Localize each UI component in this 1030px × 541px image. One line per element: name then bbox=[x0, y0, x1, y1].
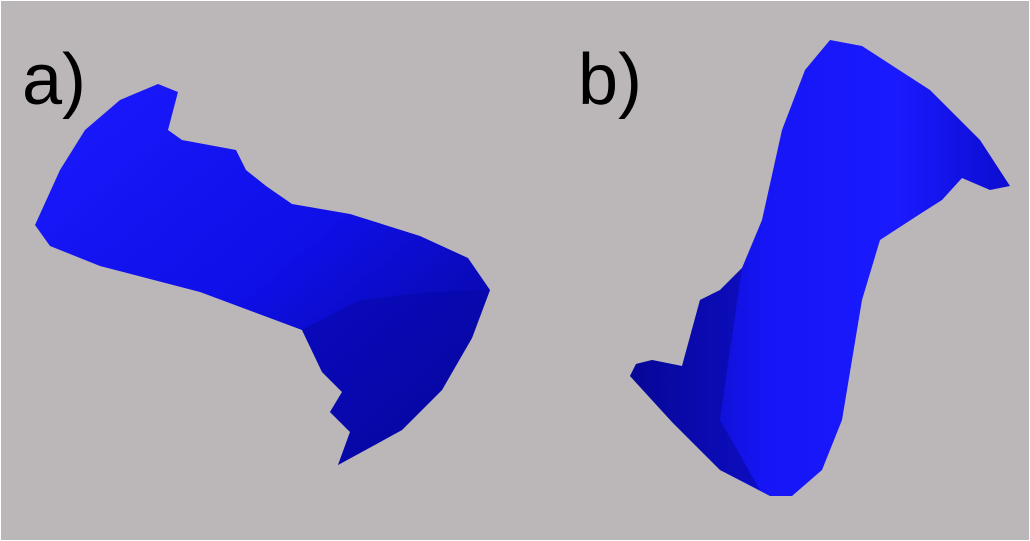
figure: a) b) bbox=[0, 0, 1030, 541]
panel-label: b) bbox=[578, 40, 642, 120]
panel-label: a) bbox=[22, 40, 86, 120]
page: a) b) (() => { const data = JSON.parse(d… bbox=[0, 0, 1030, 541]
